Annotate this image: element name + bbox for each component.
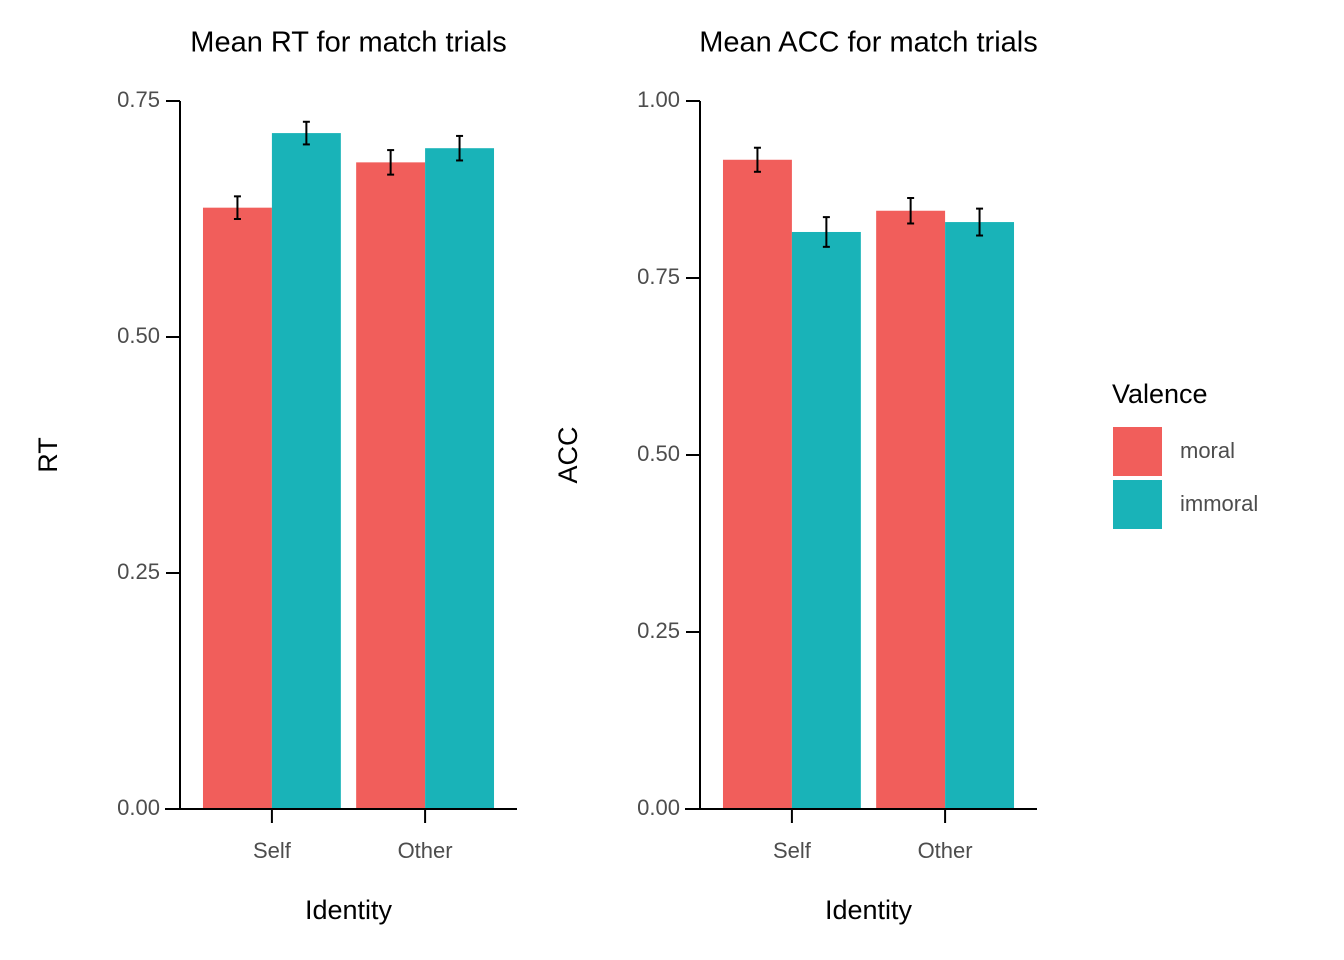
x-tick-label: Self [773,838,812,863]
chart-title: Mean ACC for match trials [699,27,1037,59]
bar [356,162,426,810]
legend-title: Valence [1112,379,1208,409]
error-bar [302,120,310,146]
x-tick-label: Self [253,838,292,863]
legend-label: immoral [1180,491,1258,516]
x-axis-title: Identity [825,895,913,925]
error-bar [456,134,464,162]
y-tick-label: 0.50 [637,441,680,466]
bar [722,159,792,809]
x-tick-label: Other [398,838,453,863]
y-axis-title: ACC [553,426,583,483]
bar [945,222,1015,809]
y-tick-label: 0.00 [637,795,680,820]
bar [791,231,861,810]
y-tick-label: 0.50 [117,323,160,348]
legend-key [1113,427,1162,476]
y-tick-label: 0.25 [117,559,160,584]
x-tick-label: Other [918,838,973,863]
error-bar [976,207,984,237]
y-tick-label: 0.25 [637,618,680,643]
bar [425,148,495,809]
error-bar [233,195,241,220]
y-tick-label: 0.75 [637,264,680,289]
bar [876,210,946,810]
x-axis-title: Identity [305,895,393,925]
error-bar [907,196,915,225]
error-bar [387,149,395,176]
error-bar [753,146,761,173]
bar [202,207,272,809]
y-tick-label: 0.75 [117,87,160,112]
y-tick-label: 1.00 [637,87,680,112]
y-axis-title: RT [33,437,63,473]
y-tick-label: 0.00 [117,795,160,820]
error-bar [822,216,830,248]
legend-label: moral [1180,438,1235,463]
bar [271,133,341,809]
chart-title: Mean RT for match trials [190,27,506,59]
legend-key [1113,480,1162,529]
